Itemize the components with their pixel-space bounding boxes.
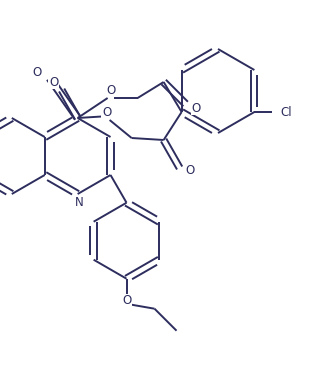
Text: O: O: [49, 76, 58, 88]
Text: O: O: [102, 105, 111, 119]
Text: O: O: [192, 102, 201, 115]
Text: O: O: [186, 164, 195, 178]
Text: N: N: [75, 196, 84, 210]
Text: Cl: Cl: [280, 105, 292, 119]
Text: O: O: [106, 83, 115, 96]
Text: O: O: [122, 294, 131, 307]
Text: O: O: [32, 66, 41, 78]
